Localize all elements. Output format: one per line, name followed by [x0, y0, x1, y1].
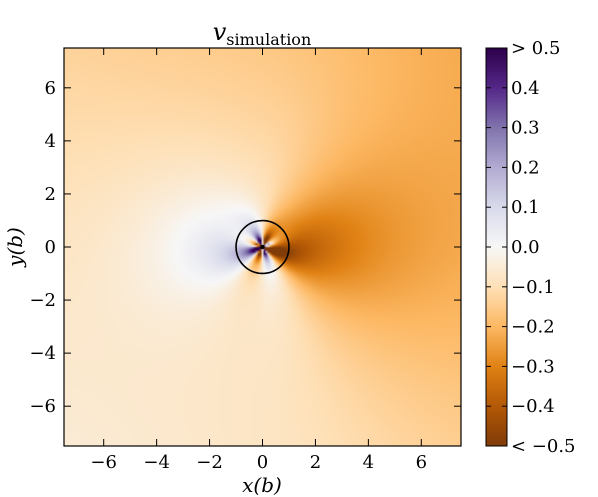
x-tick-label: −4: [143, 452, 170, 473]
y-axis-label: y(b): [3, 227, 27, 268]
colorbar-tick-label: 0.0: [511, 237, 540, 258]
colorbar-tick-label: −0.3: [511, 356, 555, 377]
inclusion-circle: [235, 219, 290, 275]
x-tick-label: −6: [90, 452, 117, 473]
x-axis: −6 −4 −2 0 2 4 6: [90, 48, 427, 473]
chart-title: vsimulation: [213, 18, 312, 49]
y-tick-label: −2: [29, 290, 56, 311]
colorbar-tick-label: −0.2: [511, 317, 555, 338]
colorbar-tick-label: 0.1: [511, 197, 540, 218]
x-axis-label: x(b): [242, 473, 282, 497]
colorbar-tick-label: 0.3: [511, 118, 540, 139]
heatmap: [64, 48, 461, 446]
colorbar-tick-label: < −0.5: [511, 436, 576, 457]
colorbar-tick-label: 0.4: [511, 78, 540, 99]
y-axis: −6 −4 −2 0 2 4 6: [29, 78, 461, 417]
colorbar: > 0.5 0.4 0.3 0.2 0.1 0.0 −0.1 −0.2 −0.3 −0.4 < −0…: [485, 38, 576, 457]
y-tick-label: 6: [45, 78, 56, 99]
x-tick-label: 4: [363, 452, 374, 473]
y-tick-label: −6: [29, 396, 56, 417]
x-tick-label: 6: [416, 452, 427, 473]
y-tick-label: 0: [45, 237, 56, 258]
y-tick-label: 2: [45, 184, 56, 205]
colorbar-ticks: > 0.5 0.4 0.3 0.2 0.1 0.0 −0.1 −0.2 −0.3 −0.4 < −0…: [486, 38, 576, 457]
x-tick-label: −2: [196, 452, 223, 473]
y-tick-label: −4: [29, 343, 56, 364]
colorbar-tick-label: 0.2: [511, 157, 540, 178]
center-marker: [260, 244, 265, 250]
colorbar-tick-label: > 0.5: [511, 38, 560, 59]
y-tick-label: 4: [45, 131, 56, 152]
x-tick-label: 0: [257, 452, 268, 473]
colorbar-tick-label: −0.1: [511, 277, 555, 298]
x-tick-label: 2: [310, 452, 321, 473]
colorbar-tick-label: −0.4: [511, 396, 555, 417]
